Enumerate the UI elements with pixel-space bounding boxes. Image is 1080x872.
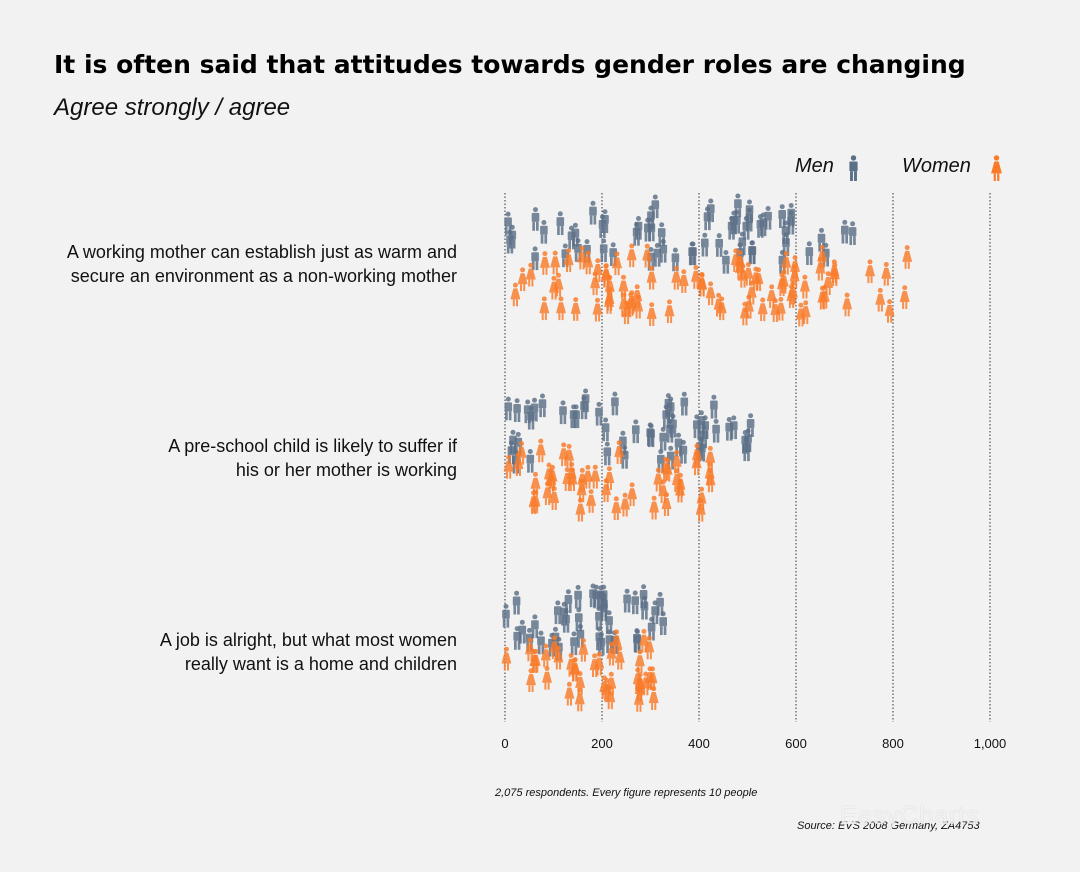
- x-tick-label-800: 800: [882, 736, 904, 751]
- x-tick-label-0: 0: [501, 736, 508, 751]
- women-figure-row1: [539, 251, 550, 275]
- women-figure-row1: [556, 296, 566, 321]
- men-figure-row3: [631, 590, 639, 615]
- men-figure-row2: [513, 398, 521, 422]
- men-figure-row2: [632, 419, 640, 444]
- men-figure-row2: [601, 417, 610, 442]
- men-figure-row2: [603, 441, 612, 466]
- legend-men-label: Men: [795, 155, 834, 177]
- respondents-note: 2,075 respondents. Every figure represen…: [495, 787, 758, 799]
- men-figure-row1: [841, 219, 849, 244]
- women-figure-row1: [626, 243, 637, 268]
- chart-subtitle: Agree strongly / agree: [54, 94, 291, 121]
- chart-title: It is often said that attitudes towards …: [54, 50, 966, 79]
- men-figure-row2: [712, 418, 720, 443]
- men-figure-row2: [710, 394, 718, 419]
- row-label-1-line1: A working mother can establish just as w…: [66, 242, 457, 262]
- women-figure-row1: [604, 290, 614, 314]
- row-label-1: A working mother can establish just as w…: [67, 240, 457, 288]
- women-figure-row2: [590, 464, 601, 489]
- women-figure-row3: [501, 646, 512, 671]
- men-figure-row1: [556, 211, 565, 236]
- women-figure-row3: [542, 666, 552, 690]
- men-figure-row2: [538, 393, 547, 418]
- men-figure-row1: [805, 241, 814, 266]
- row-label-3: A job is alright, but what most women re…: [160, 628, 457, 676]
- men-figure-row1: [531, 207, 540, 231]
- men-figure-row3: [574, 584, 582, 609]
- men-figure-row1: [722, 250, 730, 274]
- women-figure-row1: [664, 299, 675, 324]
- women-figure-row1: [799, 274, 810, 299]
- men-figure-row2: [611, 391, 619, 416]
- row-label-2-line1: A pre-school child is likely to suffer i…: [168, 436, 457, 456]
- women-figure-row2: [535, 438, 546, 463]
- men-figure-row3: [502, 603, 510, 628]
- legend-women-label: Women: [902, 155, 971, 177]
- women-figure-row2: [649, 495, 660, 520]
- row-label-1-container: A working mother can establish just as w…: [54, 240, 457, 300]
- men-figure-row1: [701, 232, 709, 257]
- women-figure-row3: [574, 687, 585, 712]
- men-figure-row2: [680, 391, 689, 416]
- men-figure-row3: [518, 619, 527, 644]
- women-figure-row1: [881, 262, 892, 286]
- men-figure-row2: [746, 413, 755, 437]
- women-figure-row1: [705, 281, 716, 306]
- women-figure-row2: [586, 489, 597, 513]
- women-figure-row1: [592, 297, 603, 322]
- women-figure-row1: [510, 282, 521, 307]
- men-figure-row2: [504, 396, 513, 421]
- row-label-1-line2: secure an environment as a non-working m…: [70, 266, 457, 286]
- legend-women-icon: [991, 155, 1002, 181]
- men-figure-row1: [540, 220, 548, 244]
- women-figure-row1: [550, 250, 561, 275]
- women-figure-row1: [757, 297, 768, 322]
- men-figure-row2: [595, 401, 603, 426]
- men-figure-row1: [589, 200, 597, 225]
- watermark: EasyCharts: [840, 800, 980, 830]
- x-tick-label-600: 600: [785, 736, 807, 751]
- row-label-2: A pre-school child is likely to suffer i…: [168, 434, 457, 482]
- women-figure-row1: [899, 285, 910, 309]
- women-figure-row2: [627, 482, 638, 507]
- x-tick-label-200: 200: [591, 736, 613, 751]
- row-label-2-line2: his or her mother is working: [235, 460, 457, 480]
- men-figure-row3: [512, 590, 521, 615]
- women-figure-row1: [875, 287, 886, 312]
- women-figure-row1: [539, 296, 550, 321]
- men-figure-row1: [599, 238, 608, 263]
- women-figure-row2: [549, 486, 560, 510]
- women-figure-row1: [842, 292, 853, 317]
- women-figure-row3: [564, 681, 575, 706]
- row-label-3-line2: really want is a home and children: [184, 654, 457, 674]
- legend-men-icon: [849, 155, 858, 181]
- women-figure-row1: [865, 259, 875, 284]
- x-tick-label-400: 400: [688, 736, 710, 751]
- source-note: Source: EVS 2008 Germany, ZA4753: [797, 820, 980, 832]
- women-figure-row1: [902, 245, 913, 269]
- men-figure-row2: [559, 400, 567, 425]
- men-figure-row3: [623, 588, 631, 613]
- men-figure-row2: [526, 449, 535, 473]
- row-label-3-line1: A job is alright, but what most women: [159, 630, 457, 650]
- women-figure-row1: [646, 302, 657, 326]
- men-figure-row1: [848, 221, 857, 246]
- men-figure-row2: [659, 426, 667, 451]
- women-figure-row2: [611, 496, 622, 521]
- men-figure-row1: [764, 206, 772, 230]
- men-figure-row1: [715, 233, 723, 257]
- women-figure-row1: [570, 297, 581, 321]
- men-figure-row3: [554, 600, 562, 625]
- x-tick-label-1000: 1,000: [974, 736, 1007, 751]
